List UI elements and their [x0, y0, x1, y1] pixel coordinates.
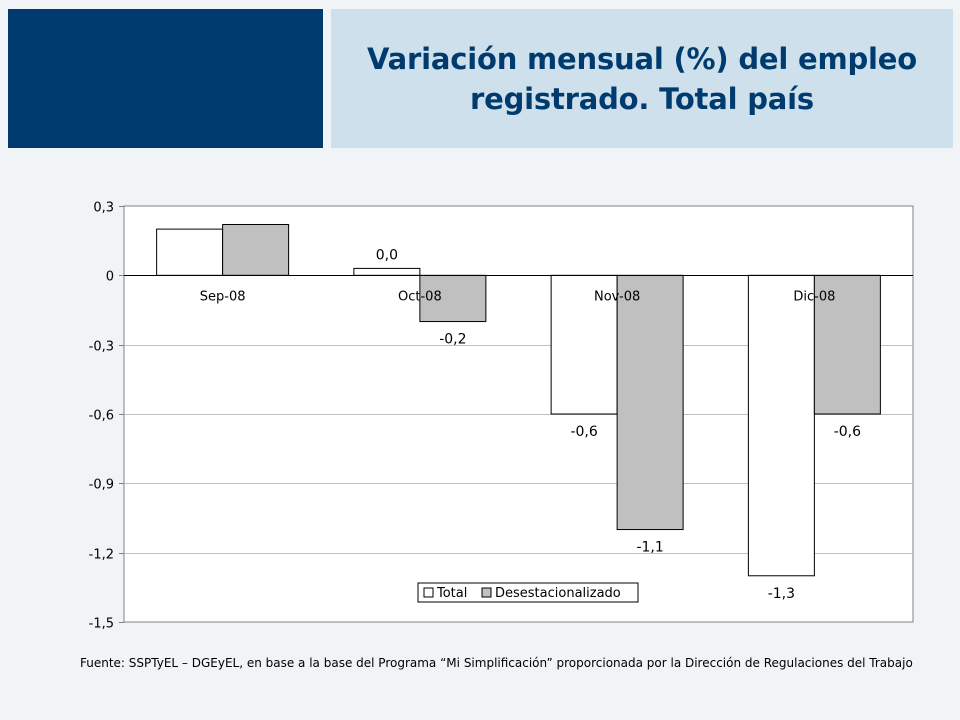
bar-total: [156, 228, 224, 276]
bar-desestacionalizado: [419, 274, 487, 323]
bar-desestacionalizado: [616, 274, 684, 531]
y-tick-label: 0: [106, 270, 114, 285]
y-axis: 0,3 0 -0,3 -0,6 -0,9 -1,2 -1,5: [89, 201, 913, 632]
data-labels: 0,0 -0,2 -0,6 -1,1 -1,3 -0,6: [376, 247, 861, 601]
x-category-label: Sep-08: [200, 289, 246, 304]
bar-desestacionalizado: [813, 274, 881, 415]
legend-label-desestacionalizado: Desestacionalizado: [495, 586, 621, 601]
data-label: 0,0: [376, 247, 398, 263]
header-decor-block: [8, 9, 323, 148]
x-category-label: Oct-08: [398, 289, 442, 304]
data-label: -1,1: [636, 540, 663, 556]
y-tick-label: 0,3: [93, 201, 114, 216]
legend-box: [417, 582, 639, 603]
bar-total: [747, 274, 815, 577]
y-tick-label: -0,9: [89, 478, 114, 493]
data-label: -0,6: [834, 424, 861, 440]
bar-total: [550, 274, 618, 415]
y-tick-label: -1,5: [89, 617, 114, 632]
x-category-label: Dic-08: [793, 289, 835, 304]
data-label: -0,2: [439, 332, 466, 348]
title-line-1: Variación mensual (%) del empleo: [367, 41, 917, 76]
y-tick-label: -1,2: [89, 548, 114, 563]
title-line-2: registrado. Total país: [470, 81, 814, 116]
title-banner: Variación mensual (%) del empleo registr…: [331, 9, 953, 148]
page-title: Variación mensual (%) del empleo registr…: [367, 39, 917, 119]
data-label: -1,3: [768, 586, 795, 602]
legend-swatch-desestacionalizado: [481, 587, 492, 598]
bar-desestacionalizado: [222, 223, 290, 276]
x-category-label: Nov-08: [594, 289, 640, 304]
data-label: -0,6: [570, 424, 597, 440]
bar-total: [353, 267, 421, 276]
legend: Total Desestacionalizado: [417, 582, 639, 603]
y-tick-label: -0,3: [89, 340, 114, 355]
bars: [156, 223, 881, 577]
legend-label-total: Total: [436, 586, 467, 601]
category-labels: Sep-08 Oct-08 Nov-08 Dic-08: [200, 289, 836, 304]
source-note: Fuente: SSPTyEL – DGEyEL, en base a la b…: [80, 656, 913, 670]
legend-swatch-total: [423, 587, 434, 598]
y-tick-label: -0,6: [89, 409, 114, 424]
